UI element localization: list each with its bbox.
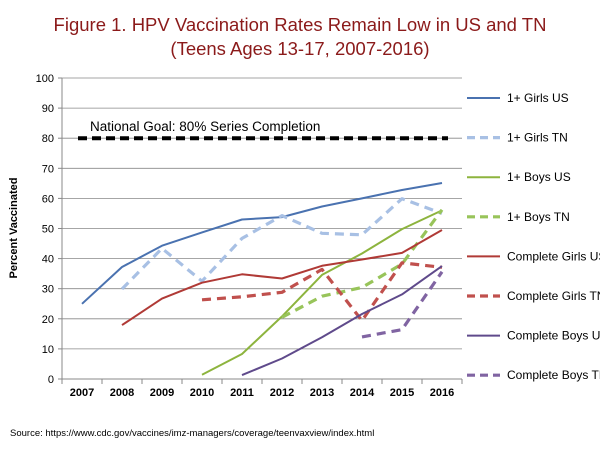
legend-label: Complete Girls TN bbox=[507, 289, 600, 303]
x-tick-label: 2013 bbox=[310, 387, 334, 399]
legend-label: Complete Girls US bbox=[507, 249, 600, 263]
legend-item-1-boys-tn: 1+ Boys TN bbox=[467, 210, 570, 224]
y-tick-label: 40 bbox=[42, 254, 54, 266]
x-tick-label: 2014 bbox=[350, 387, 375, 399]
y-tick-label: 10 bbox=[42, 344, 54, 356]
series-line-complete-girls-us bbox=[121, 229, 443, 326]
national-goal-label: National Goal: 80% Series Completion bbox=[90, 119, 320, 134]
series-line-1-girls-us bbox=[81, 182, 443, 305]
x-tick-label: 2010 bbox=[190, 387, 214, 399]
x-tick-label: 2016 bbox=[430, 387, 454, 399]
legend-item-complete-boys-tn: Complete Boys TN bbox=[467, 368, 600, 382]
y-tick-label: 70 bbox=[42, 163, 54, 175]
legend-label: Complete Boys TN bbox=[507, 368, 600, 382]
series-lines bbox=[81, 182, 444, 377]
y-axis-label: Percent Vaccinated bbox=[8, 178, 20, 279]
y-tick-label: 30 bbox=[42, 284, 54, 296]
x-tick-label: 2008 bbox=[110, 387, 134, 399]
legend-item-complete-girls-tn: Complete Girls TN bbox=[467, 289, 600, 303]
legend-label: 1+ Boys TN bbox=[507, 210, 570, 224]
gridlines bbox=[62, 77, 462, 350]
y-tick-label: 50 bbox=[42, 224, 54, 236]
legend-label: 1+ Girls TN bbox=[507, 131, 568, 145]
legend-item-complete-girls-us: Complete Girls US bbox=[467, 249, 600, 263]
series-line-complete-boys-us bbox=[241, 265, 443, 377]
x-tick-labels: 2007 2008 2009 2010 2011 2012 2013 2014 2015 2016 bbox=[70, 387, 454, 399]
x-tick-label: 2007 bbox=[70, 387, 94, 399]
legend-item-complete-boys-us: Complete Boys US bbox=[467, 329, 600, 343]
legend-item-1-girls-us: 1+ Girls US bbox=[467, 91, 569, 105]
x-tick-label: 2015 bbox=[390, 387, 414, 399]
x-tick-label: 2012 bbox=[270, 387, 294, 399]
source-note: Source: https://www.cdc.gov/vaccines/imz… bbox=[10, 428, 374, 439]
series-1-girls-tn bbox=[120, 197, 443, 291]
chart-subtitle: (Teens Ages 13-17, 2007-2016) bbox=[170, 38, 429, 59]
legend-item-1-girls-tn: 1+ Girls TN bbox=[467, 131, 568, 145]
series-1-girls-us bbox=[81, 182, 443, 305]
axes bbox=[58, 77, 463, 384]
series-complete-girls-tn bbox=[201, 261, 443, 323]
series-line-complete-girls-tn bbox=[201, 261, 443, 323]
series-complete-boys-us bbox=[241, 265, 443, 377]
y-tick-label: 100 bbox=[36, 73, 54, 85]
legend: 1+ Girls US 1+ Girls TN 1+ Boys US 1+ Boys … bbox=[467, 91, 600, 382]
y-tick-labels: 0 10 20 30 40 50 60 70 80 90 100 bbox=[36, 73, 54, 386]
chart-title: Figure 1. HPV Vaccination Rates Remain L… bbox=[54, 14, 547, 35]
legend-label: 1+ Boys US bbox=[507, 170, 571, 184]
series-1-boys-us bbox=[201, 209, 443, 376]
x-tick-label: 2009 bbox=[150, 387, 174, 399]
y-tick-label: 20 bbox=[42, 314, 54, 326]
y-tick-label: 80 bbox=[42, 133, 54, 145]
legend-label: Complete Boys US bbox=[507, 329, 600, 343]
series-line-1-boys-us bbox=[201, 209, 443, 376]
y-tick-label: 90 bbox=[42, 103, 54, 115]
y-tick-label: 0 bbox=[48, 374, 54, 386]
legend-item-1-boys-us: 1+ Boys US bbox=[467, 170, 571, 184]
y-tick-label: 60 bbox=[42, 193, 54, 205]
legend-label: 1+ Girls US bbox=[507, 91, 569, 105]
series-line-1-girls-tn bbox=[120, 197, 443, 291]
x-tick-label: 2011 bbox=[230, 387, 254, 399]
national-goal: National Goal: 80% Series Completion bbox=[78, 119, 448, 141]
series-complete-girls-us bbox=[121, 229, 443, 326]
